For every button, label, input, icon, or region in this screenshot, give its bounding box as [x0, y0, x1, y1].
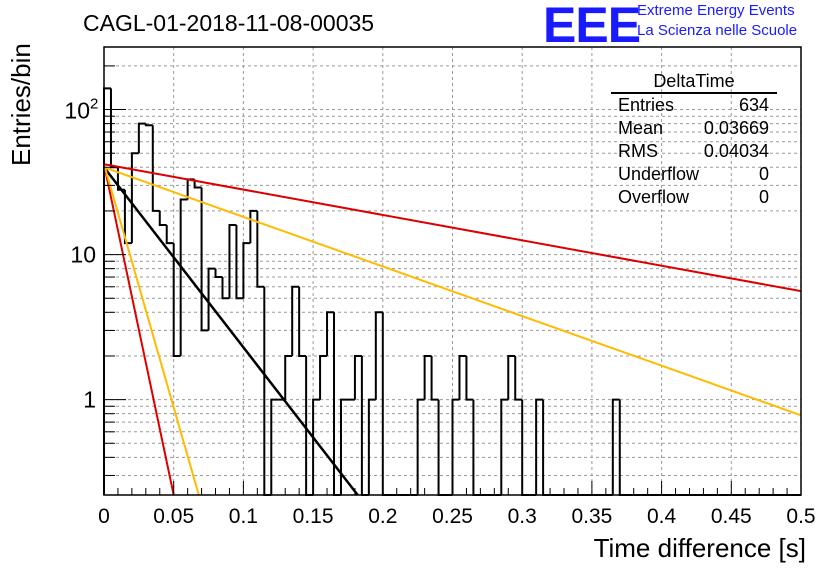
- histogram-bin: [172, 243, 181, 357]
- stats-row-underflow: Underflow 0: [611, 163, 777, 186]
- y-tick-label: 10: [64, 98, 90, 124]
- histogram-bin: [284, 354, 293, 400]
- histogram-bin: [242, 242, 251, 299]
- histogram-bin: [367, 398, 376, 495]
- plot-frame: [103, 46, 802, 496]
- histogram-bin: [319, 354, 328, 400]
- histogram-bin: [193, 179, 202, 189]
- fit-line: [103, 163, 802, 293]
- histogram-bin: [381, 312, 390, 496]
- histogram-bin: [256, 210, 265, 288]
- eee-logo: EEE: [543, 0, 641, 53]
- histogram-bin: [339, 398, 348, 495]
- histogram-bin: [137, 122, 146, 154]
- histogram-bin: [151, 125, 160, 212]
- x-tick-label: 0.2: [368, 505, 397, 528]
- histogram-bin: [214, 268, 223, 279]
- histogram-bin: [611, 398, 620, 495]
- histogram-bin: [500, 398, 509, 495]
- histogram-bin: [416, 398, 425, 495]
- histogram-bin: [465, 355, 474, 401]
- histogram-bin: [430, 355, 439, 401]
- y-tick-label: 10: [70, 242, 96, 268]
- histogram-bin: [514, 355, 523, 401]
- x-axis-label: Time difference [s]: [593, 533, 806, 563]
- histogram-bin: [165, 224, 174, 245]
- x-tick-label: 0.1: [229, 505, 258, 528]
- histogram-bin: [374, 311, 383, 400]
- histogram-bin: [326, 311, 335, 356]
- histogram-bin: [270, 398, 279, 495]
- stats-row-overflow: Overflow 0: [611, 186, 777, 209]
- fit-line: [103, 163, 175, 496]
- fit-line: [103, 163, 200, 496]
- histogram-bin: [451, 398, 460, 495]
- histogram-bin: [458, 354, 467, 400]
- histogram-bin: [123, 189, 132, 245]
- x-tick-label: 0.5: [786, 505, 815, 528]
- histogram-bin: [103, 87, 111, 495]
- stats-value: 0: [758, 187, 769, 207]
- fit-lines: [103, 163, 802, 496]
- histogram-bin: [144, 123, 153, 127]
- histogram-bin: [507, 354, 516, 400]
- histogram-bin: [207, 267, 216, 331]
- stats-row-rms: RMS 0.04034: [611, 140, 777, 163]
- stats-label: Mean: [618, 118, 664, 138]
- histogram-bin: [228, 223, 237, 299]
- fit-line: [103, 166, 802, 417]
- logo-text-line2: La Scienza nelle Scuole: [637, 22, 798, 39]
- stats-label: Entries: [618, 95, 675, 115]
- stats-label: Underflow: [618, 164, 700, 184]
- histogram-bin: [291, 285, 300, 356]
- y-axis-label: Entries/bin: [6, 43, 36, 166]
- y-tick-exponent: 2: [90, 96, 98, 113]
- stats-row-mean: Mean 0.03669: [611, 117, 777, 140]
- histogram-bin: [312, 398, 321, 495]
- histogram-bin: [360, 355, 369, 496]
- x-tick-label: 0: [98, 505, 110, 528]
- x-tick-label: 0.35: [571, 505, 612, 528]
- histogram-bin: [263, 286, 272, 496]
- histogram-bin: [353, 354, 362, 400]
- histogram-bin: [249, 209, 258, 244]
- chart-title: CAGL-01-2018-11-08-00035: [83, 10, 375, 36]
- x-tick-label: 0.15: [293, 505, 334, 528]
- stats-value: 0.03669: [703, 118, 769, 138]
- histogram-bin: [221, 277, 230, 300]
- stats-value: 634: [738, 95, 769, 115]
- stats-title: DeltaTime: [611, 70, 777, 94]
- x-tick-label: 0.3: [508, 505, 537, 528]
- x-tick-label: 0.25: [432, 505, 473, 528]
- logo-text-line1: Extreme Energy Events: [637, 2, 795, 19]
- stats-box: DeltaTime Entries 634 Mean 0.03669 RMS 0…: [611, 70, 777, 209]
- x-tick-label: 0.4: [647, 505, 677, 528]
- histogram-bin: [130, 152, 139, 244]
- x-tick-label: 0.05: [153, 505, 194, 528]
- histogram-bin: [158, 210, 167, 226]
- histogram-bin: [423, 354, 432, 400]
- y-tick-label: 1: [83, 387, 96, 413]
- x-tick-label: 0.45: [711, 505, 752, 528]
- stats-label: RMS: [618, 141, 658, 161]
- histogram-bin: [179, 198, 188, 356]
- histogram-bin: [535, 398, 544, 495]
- histogram-bin: [298, 286, 307, 357]
- histogram-bin: [305, 355, 314, 496]
- stats-value: 0.04034: [703, 141, 769, 161]
- axis-ticks: 0 0.05 0.1 0.15 0.2 0.25 0.3 0.35 0.4 0.45 0.5 1 10 1…: [64, 65, 816, 528]
- fit-line: [103, 166, 359, 496]
- stats-label: Overflow: [618, 187, 690, 207]
- histogram-bin: [235, 224, 244, 300]
- histogram-bin: [200, 187, 209, 332]
- histogram-bin: [109, 88, 118, 169]
- stats-value: 0: [758, 164, 769, 184]
- stats-row-entries: Entries 634: [611, 94, 777, 117]
